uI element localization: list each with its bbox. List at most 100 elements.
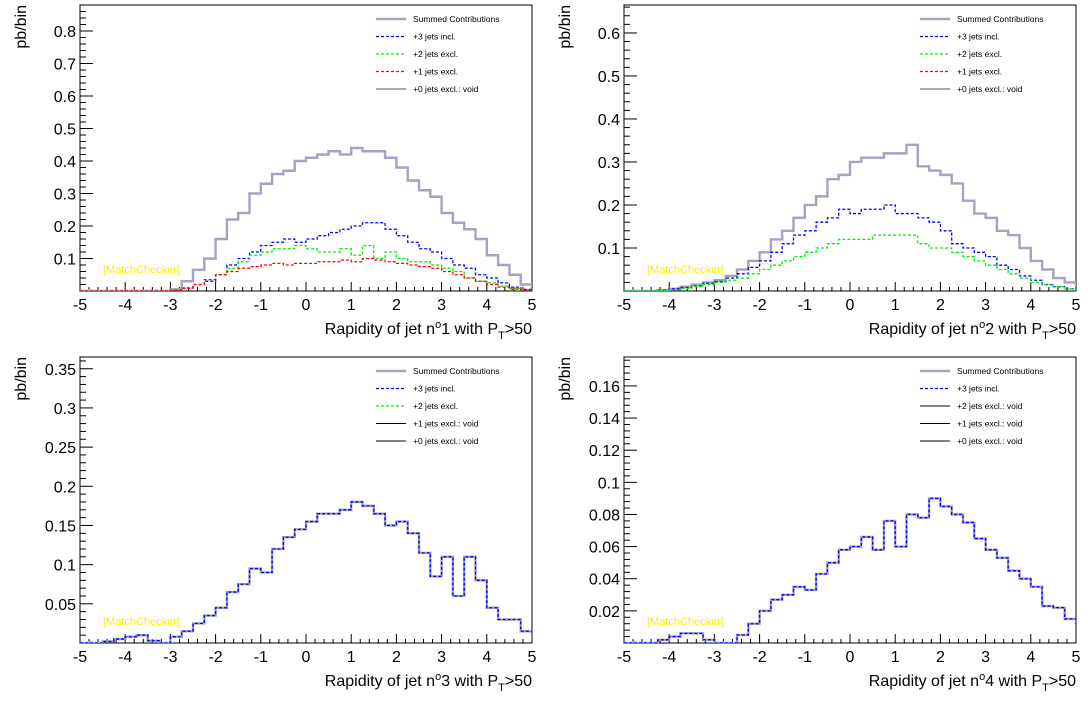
x-tick-label: 1 <box>347 297 356 314</box>
histogram-series-0 <box>80 146 532 291</box>
chart-svg: [MatchChecker] -5 -4 -3 -2 -1 0 1 2 3 4 5 0.05 0.1 0.1… <box>13 356 537 694</box>
x-tick-label: 3 <box>437 297 446 314</box>
x-axis-label-end: >50 <box>505 673 532 690</box>
legend-label: Summed Contributions <box>957 366 1043 376</box>
x-tick-label: -5 <box>73 297 87 314</box>
y-tick-label: 0.2 <box>54 219 76 236</box>
x-tick-label: -2 <box>752 297 766 314</box>
legend-label: Summed Contributions <box>413 366 499 376</box>
x-axis-label-end: >50 <box>505 321 532 338</box>
x-tick-label: -5 <box>617 297 631 314</box>
y-tick-label: 0.1 <box>598 241 620 258</box>
legend-label: +3 jets incl. <box>413 384 456 394</box>
x-axis-label-end: >50 <box>1049 673 1076 690</box>
y-axis-label: pb/bin <box>13 5 30 49</box>
legend-label: +1 jets excl.: void <box>413 419 479 429</box>
histogram-group <box>624 497 1076 643</box>
watermark-label: [MatchChecker] <box>103 616 180 628</box>
x-axis-label-mid: 2 with P <box>985 321 1042 338</box>
x-tick-label: -1 <box>798 297 812 314</box>
x-tick-label: -1 <box>254 649 268 666</box>
y-tick-label: 0.15 <box>45 518 76 535</box>
histogram-group <box>80 500 532 643</box>
legend-label: +2 jets excl. <box>413 49 458 59</box>
legend-label: +3 jets incl. <box>957 384 1000 394</box>
y-tick-label: 0.5 <box>54 122 76 139</box>
x-axis-label-mid: 3 with P <box>441 673 498 690</box>
x-tick-label: 3 <box>437 649 446 666</box>
y-tick-label: 0.04 <box>589 572 620 589</box>
y-tick-label: 0.4 <box>598 112 620 129</box>
x-tick-label: 5 <box>1072 297 1081 314</box>
x-axis-label-sub: T <box>1042 330 1049 342</box>
x-axis-label-sup: o <box>979 319 985 331</box>
legend-label: Summed Contributions <box>413 14 499 24</box>
x-tick-label: -3 <box>163 649 177 666</box>
x-axis-label-mid: 4 with P <box>985 673 1042 690</box>
watermark-label: [MatchChecker] <box>647 264 724 276</box>
y-axis-label: pb/bin <box>13 357 30 401</box>
x-axis-label-main: Rapidity of jet n <box>325 673 435 690</box>
y-tick-label: 0.25 <box>45 440 76 457</box>
x-axis-label-sup: o <box>979 671 985 683</box>
x-axis-label-sub: T <box>498 330 505 342</box>
legend-label: +0 jets excl.: void <box>413 436 479 446</box>
x-tick-label: 1 <box>891 649 900 666</box>
x-tick-label: 4 <box>482 297 491 314</box>
chart-svg: [MatchChecker] -5 -4 -3 -2 -1 0 1 2 3 4 5 0.02 0.04 0.… <box>557 356 1081 694</box>
x-axis-label: Rapidity of jet no3 with PT>50 <box>325 671 532 694</box>
x-axis-label-main: Rapidity of jet n <box>325 321 435 338</box>
x-tick-label: 1 <box>891 297 900 314</box>
y-tick-label: 0.35 <box>45 362 76 379</box>
histogram-group <box>624 143 1076 291</box>
x-tick-label: 0 <box>846 649 855 666</box>
x-axis-label-sub: T <box>1042 682 1049 694</box>
x-axis-label: Rapidity of jet no2 with PT>50 <box>869 319 1076 342</box>
histogram-series-3 <box>80 257 532 291</box>
histogram-series-2 <box>624 234 1076 291</box>
y-axis-label: pb/bin <box>557 5 574 49</box>
y-tick-label: 0.3 <box>54 401 76 418</box>
y-tick-label: 0.3 <box>54 187 76 204</box>
y-tick-label: 0.7 <box>54 57 76 74</box>
plot-frame <box>79 4 533 292</box>
plot-panel-jet2: [MatchChecker] -5 -4 -3 -2 -1 0 1 2 3 4 5 0.1 0.2 0.3 0… <box>544 0 1088 352</box>
legend-label: Summed Contributions <box>957 14 1043 24</box>
x-tick-label: 1 <box>347 649 356 666</box>
y-tick-label: 0.6 <box>598 26 620 43</box>
x-axis-label-main: Rapidity of jet n <box>869 673 979 690</box>
histogram-series-1 <box>80 222 532 291</box>
chart-svg: [MatchChecker] -5 -4 -3 -2 -1 0 1 2 3 4 5 0.1 0.2 0.3 0… <box>13 4 537 342</box>
watermark-label: [MatchChecker] <box>647 616 724 628</box>
x-axis-label-end: >50 <box>1049 321 1076 338</box>
legend-label: +2 jets excl.: void <box>957 401 1023 411</box>
plot-frame <box>623 4 1077 292</box>
x-axis-label: Rapidity of jet no4 with PT>50 <box>869 671 1076 694</box>
x-axis-label-mid: 1 with P <box>441 321 498 338</box>
x-tick-label: 3 <box>981 649 990 666</box>
x-tick-label: 2 <box>392 297 401 314</box>
x-tick-label: -1 <box>798 649 812 666</box>
x-tick-label: 0 <box>302 649 311 666</box>
chart-svg: [MatchChecker] -5 -4 -3 -2 -1 0 1 2 3 4 5 0.1 0.2 0.3 0… <box>557 4 1081 342</box>
y-tick-label: 0.2 <box>598 198 620 215</box>
x-axis-label: Rapidity of jet no1 with PT>50 <box>325 319 532 342</box>
y-tick-label: 0.12 <box>589 443 620 460</box>
plot-panel-jet1: [MatchChecker] -5 -4 -3 -2 -1 0 1 2 3 4 5 0.1 0.2 0.3 0… <box>0 0 544 352</box>
x-tick-label: -4 <box>662 297 676 314</box>
x-tick-label: 4 <box>482 649 491 666</box>
y-axis-label: pb/bin <box>557 357 574 401</box>
y-tick-label: 0.1 <box>54 558 76 575</box>
plot-panel-jet3: [MatchChecker] -5 -4 -3 -2 -1 0 1 2 3 4 5 0.05 0.1 0.1… <box>0 352 544 704</box>
legend-label: +1 jets excl. <box>957 67 1002 77</box>
histogram-series-0 <box>624 143 1076 291</box>
x-tick-label: -2 <box>208 297 222 314</box>
y-tick-label: 0.14 <box>589 411 620 428</box>
y-tick-label: 0.02 <box>589 604 620 621</box>
x-tick-label: -2 <box>752 649 766 666</box>
x-tick-label: -3 <box>707 297 721 314</box>
x-tick-label: -3 <box>707 649 721 666</box>
histogram-series-0 <box>624 497 1076 643</box>
legend-label: +3 jets incl. <box>413 32 456 42</box>
